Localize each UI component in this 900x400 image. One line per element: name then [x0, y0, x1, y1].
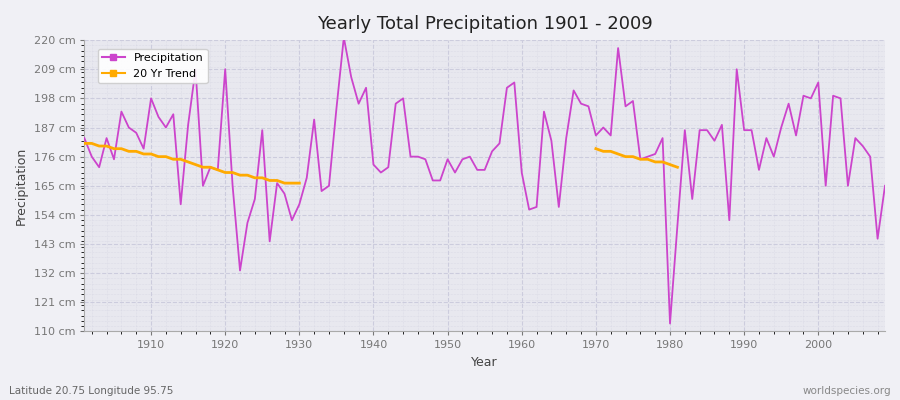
Y-axis label: Precipitation: Precipitation: [15, 147, 28, 225]
Legend: Precipitation, 20 Yr Trend: Precipitation, 20 Yr Trend: [98, 48, 208, 83]
Text: Latitude 20.75 Longitude 95.75: Latitude 20.75 Longitude 95.75: [9, 386, 174, 396]
Title: Yearly Total Precipitation 1901 - 2009: Yearly Total Precipitation 1901 - 2009: [317, 15, 652, 33]
Text: worldspecies.org: worldspecies.org: [803, 386, 891, 396]
X-axis label: Year: Year: [472, 356, 498, 369]
